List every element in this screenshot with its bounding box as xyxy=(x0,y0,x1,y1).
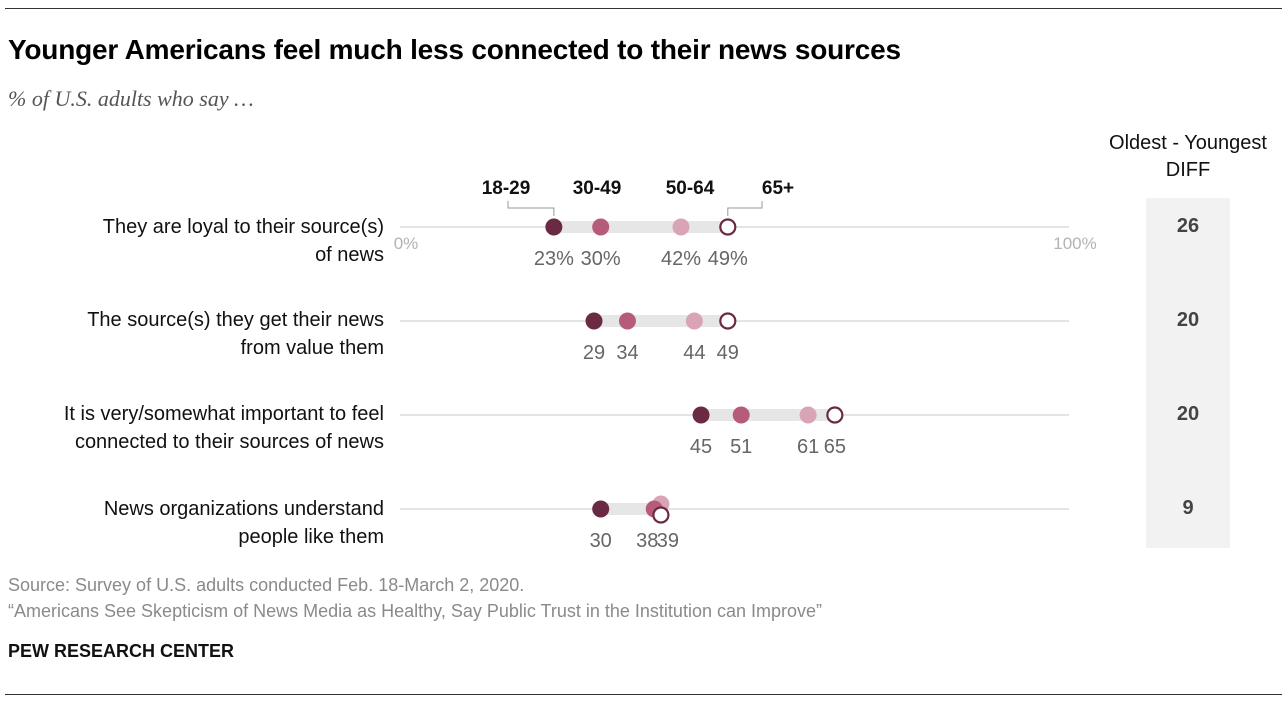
diff-header-line2: DIFF xyxy=(1165,159,1211,181)
value-label-row-4-50-64: 39 xyxy=(657,530,679,552)
value-label-row-3-65-plus: 65 xyxy=(824,436,846,458)
axis-min-label: 0% xyxy=(394,234,419,253)
value-label-row-4-18-29: 30 xyxy=(590,530,612,552)
value-label-row-1-50-64: 42% xyxy=(661,248,701,270)
value-label-row-4-30-49: 38 xyxy=(636,530,658,552)
dot-row-4-65-plus xyxy=(652,506,670,524)
dot-row-1-65-plus xyxy=(719,218,737,236)
row-label-3: It is very/somewhat important to feel co… xyxy=(10,400,384,456)
row-label-3-line1: It is very/somewhat important to feel xyxy=(63,403,384,425)
chart-subtitle: % of U.S. adults who say … xyxy=(8,86,254,111)
source-note: Source: Survey of U.S. adults conducted … xyxy=(8,575,525,595)
row-label-1: They are loyal to their source(s) of new… xyxy=(10,213,384,269)
bottom-rule xyxy=(5,694,1282,695)
diff-column-background xyxy=(1146,198,1230,548)
dot-row-2-18-29 xyxy=(585,312,603,330)
row-label-2-line2: from value them xyxy=(240,337,384,359)
legend-leader-65-plus xyxy=(727,201,763,216)
axis-max-label: 100% xyxy=(1053,234,1096,253)
value-label-row-2-18-29: 29 xyxy=(583,342,605,364)
dot-row-2-30-49 xyxy=(618,312,636,330)
diff-value-row-3: 20 xyxy=(1176,403,1200,425)
value-label-row-2-30-49: 34 xyxy=(616,342,638,364)
value-label-row-1-65-plus: 49% xyxy=(708,248,748,270)
legend-label-18-29: 18-29 xyxy=(482,178,531,199)
dot-row-3-18-29 xyxy=(692,406,710,424)
dot-row-4-18-29 xyxy=(592,500,610,518)
row-label-1-line1: They are loyal to their source(s) xyxy=(102,216,384,238)
dot-row-2-50-64 xyxy=(685,312,703,330)
row-label-4-line2: people like them xyxy=(238,526,384,548)
value-label-row-1-30-49: 30% xyxy=(581,248,621,270)
value-label-row-3-18-29: 45 xyxy=(690,436,712,458)
row-label-2-line1: The source(s) they get their news xyxy=(87,309,384,331)
legend-label-30-49: 30-49 xyxy=(573,178,622,199)
diff-column-header: Oldest - Youngest DIFF xyxy=(1100,130,1276,184)
value-label-row-2-65-plus: 49 xyxy=(717,342,739,364)
dot-row-3-50-64 xyxy=(799,406,817,424)
value-label-row-2-50-64: 44 xyxy=(683,342,705,364)
row-label-4-line1: News organizations understand xyxy=(103,498,384,520)
dot-row-1-30-49 xyxy=(592,218,610,236)
report-title-note: “Americans See Skepticism of News Media … xyxy=(8,601,822,621)
legend-leader-18-29 xyxy=(507,201,555,216)
legend-label-50-64: 50-64 xyxy=(666,178,715,199)
legend-label-65-plus: 65+ xyxy=(762,178,794,199)
row-label-3-line2: connected to their sources of news xyxy=(74,431,384,453)
value-label-row-3-30-49: 51 xyxy=(730,436,752,458)
diff-value-row-4: 9 xyxy=(1182,497,1194,519)
row-label-2: The source(s) they get their news from v… xyxy=(10,306,384,362)
top-rule xyxy=(5,8,1282,9)
pew-research-brand: PEW RESEARCH CENTER xyxy=(8,641,235,661)
dot-row-3-65-plus xyxy=(826,406,844,424)
diff-header-line1: Oldest - Youngest xyxy=(1109,132,1267,154)
dot-row-2-65-plus xyxy=(719,312,737,330)
value-label-row-1-18-29: 23% xyxy=(534,248,574,270)
value-label-row-3-50-64: 61 xyxy=(797,436,819,458)
diff-value-row-1: 26 xyxy=(1176,215,1200,237)
row-label-4: News organizations understand people lik… xyxy=(10,495,384,551)
diff-value-row-2: 20 xyxy=(1176,309,1200,331)
dot-row-1-50-64 xyxy=(672,218,690,236)
chart-title: Younger Americans feel much less connect… xyxy=(8,34,901,65)
dot-row-3-30-49 xyxy=(732,406,750,424)
row-label-1-line2: of news xyxy=(315,244,384,266)
dot-row-1-18-29 xyxy=(545,218,563,236)
